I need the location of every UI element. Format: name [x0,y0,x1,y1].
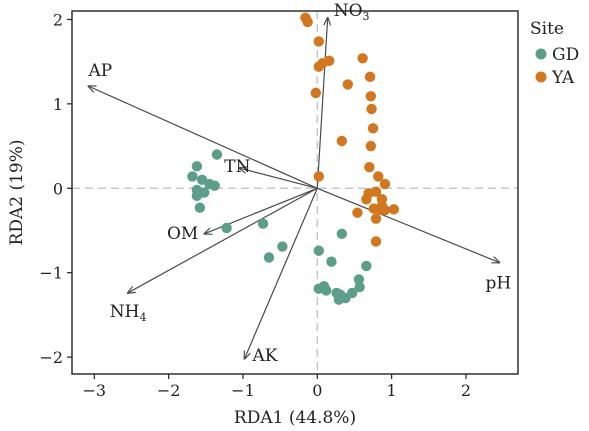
point-ya [336,135,348,147]
point-ya [370,213,382,224]
point-ya [361,194,372,205]
point-gd [257,218,269,229]
vector-arrow-ph [317,187,499,262]
point-ya [373,171,384,182]
point-ya [365,140,377,152]
point-ya [310,87,322,99]
vector-label-ph: pH [486,274,512,294]
point-ya [357,53,368,64]
point-ya [313,36,324,47]
point-ya [366,103,377,115]
point-ya [379,205,391,216]
point-gd [277,241,288,252]
point-gd [326,256,337,267]
site-points [187,12,400,305]
point-ya [388,204,400,215]
vector-label-subscript: 3 [363,10,370,23]
point-gd [211,149,223,160]
point-gd [354,281,365,293]
point-gd [336,228,348,240]
point-ya [379,178,391,190]
point-gd [361,260,372,272]
x-tick-label: −2 [157,381,181,400]
point-gd [321,285,332,296]
point-gd [313,245,324,256]
vector-label-ap: AP [87,61,112,81]
vector-arrow-ak [244,188,318,359]
vector-arrow-no [316,18,327,189]
vector-arrow-nh [128,187,318,293]
point-ya [323,55,335,67]
point-gd [187,171,198,182]
point-gd [333,294,345,305]
point-gd [347,287,358,299]
legend-title: Site [530,19,564,39]
point-gd [209,180,220,191]
point-ya [313,61,324,72]
point-ya [313,171,324,182]
zero-lines [72,11,518,374]
y-tick-label: 2 [53,10,63,29]
point-ya [302,16,313,28]
point-ya [342,79,353,90]
point-ya [364,71,376,83]
y-axis-ticks: −2 −1 0 1 2 [39,10,72,367]
legend-label-gd: GD [552,45,579,65]
legend-label-ya: YA [551,68,575,88]
x-tick-label: 2 [461,381,471,400]
point-gd [191,190,203,202]
y-axis-title: RDA2 (19%) [7,140,27,246]
legend: Site GD YA [530,19,579,88]
point-gd [221,222,232,234]
y-tick-label: 0 [53,179,63,198]
point-gd [191,161,203,172]
vector-label-no: NO3 [334,1,370,23]
vector-arrow-tn [239,168,318,189]
y-tick-label: −2 [39,348,63,367]
point-ya [367,123,379,134]
plot-frame [71,10,519,375]
x-tick-label: 1 [387,381,397,400]
point-gd [263,252,275,263]
x-axis-ticks: −3 −2 −1 0 1 2 [83,374,471,400]
vector-label-nh: NH4 [110,302,147,324]
point-gd [194,202,206,213]
x-tick-label: 0 [312,381,322,400]
environment-vectors: NO3 AP TN OM NH4 AK pH [87,1,511,366]
x-axis-title: RDA1 (44.8%) [234,408,356,428]
vector-label-tn: TN [224,157,250,177]
y-tick-label: −1 [39,264,63,283]
vector-arrow-ap [88,86,318,189]
x-tick-label: −3 [83,381,107,400]
point-ya [364,161,375,173]
legend-swatch-gd [535,48,547,60]
y-tick-label: 1 [53,95,63,114]
point-ya [370,236,382,247]
vector-label-subscript: 4 [139,311,146,324]
point-gd [353,274,365,285]
legend-swatch-ya [535,71,547,83]
point-ya [352,207,363,218]
vector-label-om: OM [167,224,198,244]
vector-label-ak: AK [251,346,277,366]
point-ya [365,91,377,102]
x-tick-label: −1 [231,381,255,400]
